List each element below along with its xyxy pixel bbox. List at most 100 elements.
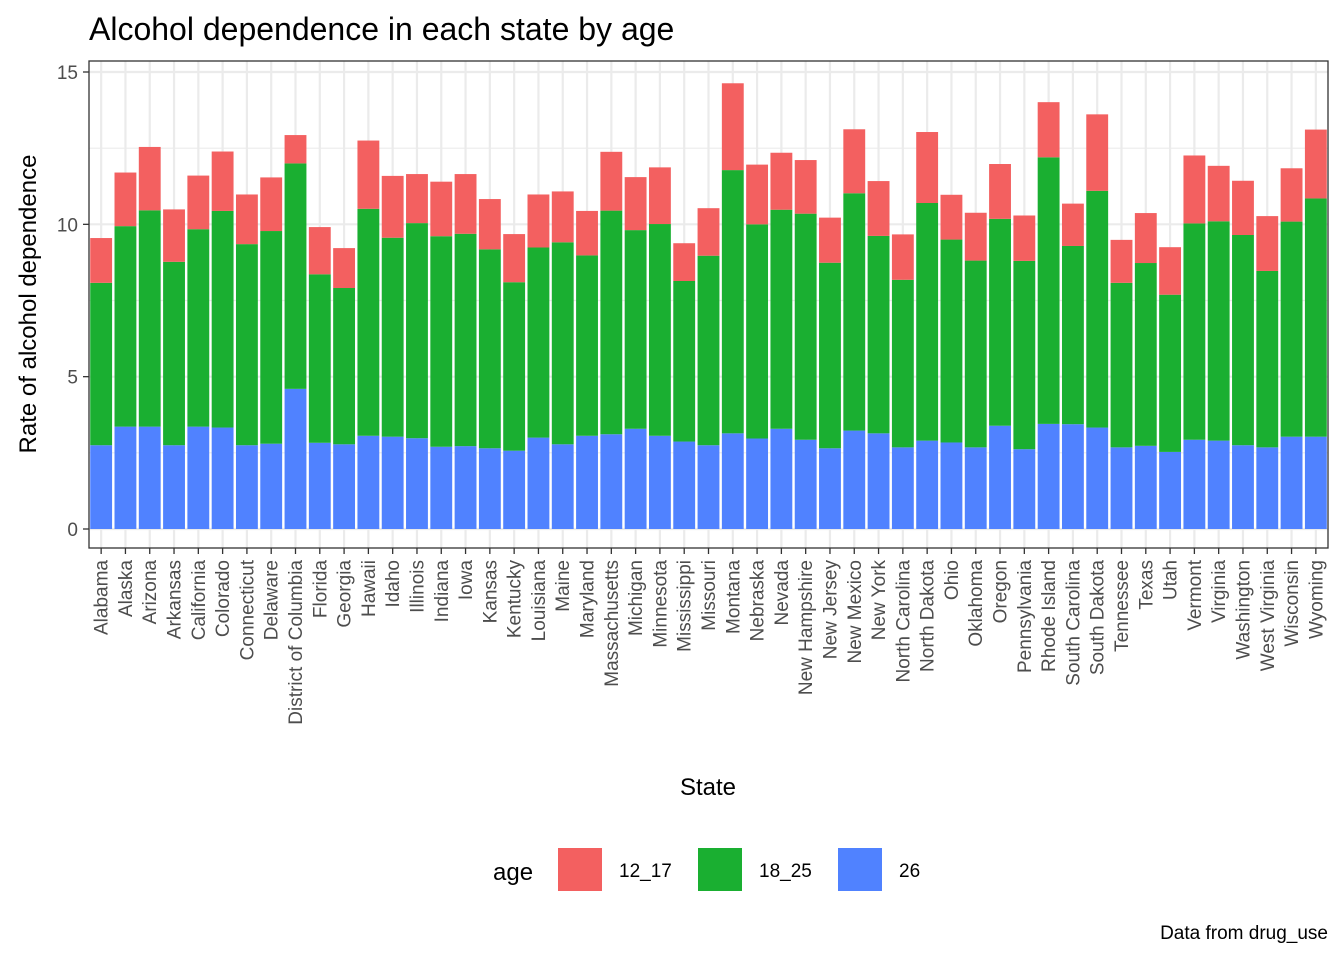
bar-12-17 [454, 174, 477, 234]
bar-26 [843, 430, 866, 529]
legend-items: 12_17 18_25 26 [558, 848, 920, 891]
x-tick-label: Wisconsin [1282, 560, 1303, 647]
bar-26 [1207, 440, 1230, 529]
bar-18-25 [503, 282, 526, 451]
bar-18-25 [624, 230, 647, 429]
bar-12-17 [1110, 239, 1133, 283]
bar-12-17 [1086, 114, 1109, 191]
x-tick-label: Pennsylvania [1015, 560, 1036, 673]
bar-18-25 [746, 224, 769, 439]
x-tick-label: Georgia [335, 560, 356, 628]
bar-18-25 [770, 209, 793, 429]
x-tick-label: Kansas [480, 560, 501, 623]
bar-12-17 [648, 167, 671, 225]
bar-18-25 [551, 242, 574, 445]
bar-26 [624, 428, 647, 529]
bar-26 [794, 439, 817, 529]
bar-18-25 [1304, 198, 1327, 437]
x-tick-label: Colorado [213, 560, 234, 637]
bar-12-17 [964, 212, 987, 261]
bar-12-17 [1037, 102, 1060, 158]
bar-12-17 [406, 174, 428, 224]
bar-26 [454, 446, 477, 529]
bar-26 [527, 437, 550, 529]
bar-18-25 [1256, 270, 1279, 448]
legend-label: 12_17 [619, 861, 672, 882]
bar-12-17 [211, 151, 234, 211]
bar-12-17 [916, 132, 939, 204]
bar-26 [1086, 427, 1109, 529]
x-tick-label: Louisiana [529, 560, 550, 642]
bar-18-25 [916, 203, 939, 441]
bar-12-17 [308, 227, 331, 275]
bar-12-17 [1013, 215, 1036, 261]
bar-12-17 [1183, 155, 1206, 224]
bar-18-25 [1061, 245, 1084, 425]
bar-26 [308, 442, 331, 529]
bar-26 [1013, 449, 1036, 529]
x-tick-label: Idaho [383, 560, 404, 608]
bar-12-17 [430, 181, 453, 237]
bar-18-25 [114, 226, 137, 427]
x-tick-label: Florida [310, 560, 331, 619]
legend-swatch-26 [838, 848, 882, 891]
x-tick-label: Iowa [456, 560, 477, 601]
x-tick-label: Rhode Island [1039, 560, 1060, 672]
bar-12-17 [381, 175, 404, 238]
x-axis-title: State [680, 774, 736, 801]
bar-12-17 [138, 146, 161, 211]
bar-26 [673, 441, 696, 529]
bar-12-17 [1061, 203, 1084, 246]
bar-12-17 [697, 208, 720, 256]
bar-12-17 [1280, 168, 1303, 222]
bar-12-17 [576, 210, 598, 256]
bar-26 [478, 448, 501, 529]
x-tick-label: Washington [1233, 560, 1254, 660]
y-tick-label: 5 [67, 368, 78, 389]
bar-26 [357, 435, 380, 529]
bar-26 [819, 448, 841, 529]
bar-26 [1159, 451, 1182, 529]
bar-26 [90, 445, 113, 529]
bar-18-25 [1183, 223, 1206, 440]
bar-26 [114, 426, 137, 529]
x-tick-label: California [189, 560, 210, 641]
y-tick-label: 15 [57, 63, 78, 84]
bar-26 [187, 426, 210, 529]
bar-18-25 [1232, 234, 1254, 446]
bar-18-25 [381, 237, 404, 437]
x-tick-label: South Carolina [1063, 560, 1084, 686]
chart-title: Alcohol dependence in each state by age [89, 11, 674, 47]
bar-18-25 [819, 262, 841, 449]
bar-18-25 [673, 281, 696, 442]
bar-18-25 [576, 255, 598, 436]
x-tick-label: Minnesota [650, 560, 671, 648]
legend-title: age [493, 859, 533, 886]
bar-12-17 [1159, 247, 1182, 295]
bar-26 [1061, 424, 1084, 529]
x-tick-label: Kentucky [505, 560, 526, 639]
x-tick-label: Virginia [1209, 560, 1230, 623]
bar-26 [260, 443, 283, 529]
bar-12-17 [770, 152, 793, 210]
bar-26 [406, 438, 428, 529]
bar-26 [1037, 423, 1060, 529]
bar-12-17 [478, 199, 501, 250]
legend: age 12_17 18_25 26 [493, 848, 920, 891]
x-tick-label: New York [869, 560, 890, 641]
bar-12-17 [891, 234, 914, 280]
bar-26 [721, 433, 744, 529]
bar-18-25 [430, 236, 453, 447]
x-tick-label: Connecticut [237, 559, 258, 660]
bar-26 [235, 445, 258, 529]
bar-18-25 [843, 193, 866, 431]
x-tick-label: Arizona [140, 560, 161, 625]
bar-12-17 [357, 140, 380, 209]
bar-18-25 [940, 239, 963, 443]
bar-12-17 [1232, 180, 1254, 235]
bar-26 [381, 436, 404, 529]
bar-18-25 [964, 260, 987, 448]
bar-12-17 [940, 194, 963, 240]
legend-swatch-12-17 [558, 848, 602, 891]
x-tick-label: Michigan [626, 560, 647, 636]
